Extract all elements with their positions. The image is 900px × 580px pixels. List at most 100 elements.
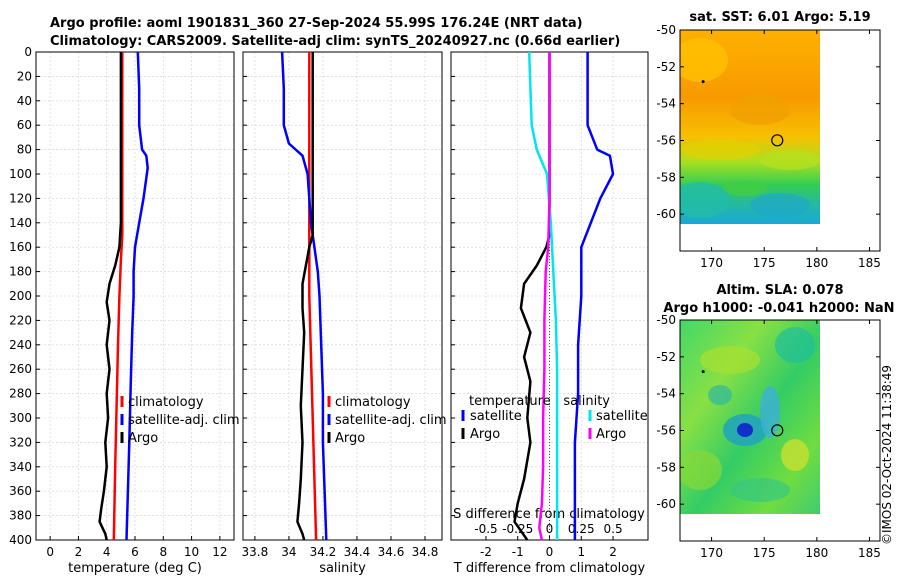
sst-map: sat. SST: 6.01 Argo: 5.19 170 175 180 185 -5… xyxy=(656,10,881,270)
sla-heatmap xyxy=(680,320,820,514)
sla-map-subtitle: Argo h1000: -0.041 h2000: NaN xyxy=(663,301,894,316)
sst-argo-marker xyxy=(771,134,784,147)
difference-xtick-label: 2 xyxy=(609,545,617,559)
temperature-series-climatology xyxy=(112,52,124,541)
sla-map-title: Altim. SLA: 0.078 xyxy=(717,283,844,298)
temperature-legend-label: climatology xyxy=(128,395,204,410)
salinity-xtick-label: 34.4 xyxy=(344,545,371,559)
temperature-legend-label: satellite-adj. clim xyxy=(128,413,240,428)
figure-title-line1: Argo profile: aoml 1901831_360 27-Sep-20… xyxy=(50,16,583,31)
difference-legend-left-label: satellite xyxy=(470,409,522,424)
salinity-series-satellite-adj-clim xyxy=(280,51,328,541)
salinity-xtick-label: 34.2 xyxy=(310,545,337,559)
temperature-panel: 0 2 4 6 8 10 120204060801001201401601802002202… xyxy=(9,45,240,576)
sla-xtick-label: 180 xyxy=(805,546,828,560)
sla-ytick-label: -58 xyxy=(656,460,676,474)
sst-xtick-label: 170 xyxy=(700,256,723,270)
temperature-ytick-label: 380 xyxy=(9,509,32,523)
temperature-ytick-label: 300 xyxy=(9,411,32,425)
temperature-ytick-label: 280 xyxy=(9,387,32,401)
difference-s-tick-label: -0.5 xyxy=(474,522,497,536)
difference-s-tick-label: 0 xyxy=(546,522,554,536)
temperature-xtick-label: 4 xyxy=(103,545,111,559)
salinity-legend-label: climatology xyxy=(335,395,411,410)
difference-legend-right-label: satellite xyxy=(596,409,648,424)
sst-ytick-label: -58 xyxy=(656,170,676,184)
sla-xtick-label: 175 xyxy=(753,546,776,560)
difference-xtick-label: 1 xyxy=(577,545,585,559)
temperature-xtick-label: 6 xyxy=(131,545,139,559)
temperature-ytick-label: 120 xyxy=(9,191,32,205)
temperature-ytick-label: 400 xyxy=(9,533,32,547)
difference-xtick-label: -1 xyxy=(512,545,524,559)
sla-small-marker xyxy=(701,370,705,374)
salinity-xtick-label: 34.8 xyxy=(412,545,439,559)
sst-small-marker xyxy=(701,80,705,84)
sst-map-title: sat. SST: 6.01 Argo: 5.19 xyxy=(689,10,870,25)
temperature-xtick-label: 0 xyxy=(46,545,54,559)
salinity-legend-label: Argo xyxy=(335,431,365,446)
salinity-legend-label: satellite-adj. clim xyxy=(335,413,447,428)
sla-xtick-label: 185 xyxy=(858,546,881,560)
difference-series-t-satellite xyxy=(573,52,615,540)
difference-xlabel: T difference from climatology xyxy=(453,561,646,576)
difference-s-tick-label: 0.5 xyxy=(604,522,623,536)
salinity-series-climatology xyxy=(308,52,318,541)
sst-ytick-label: -56 xyxy=(656,134,676,148)
difference-legend-title-temperature: temperature xyxy=(469,394,551,409)
temperature-ytick-label: 220 xyxy=(9,313,32,327)
imos-watermark: ©IMOS 02-Oct-2024 11:38:49 xyxy=(880,365,894,545)
difference-s-xlabel: S difference from climatology xyxy=(453,507,645,522)
temperature-ytick-label: 240 xyxy=(9,338,32,352)
difference-s-tick-label: -0.25 xyxy=(502,522,533,536)
sst-xtick-label: 175 xyxy=(753,256,776,270)
temperature-ytick-label: 160 xyxy=(9,240,32,254)
temperature-xtick-label: 2 xyxy=(75,545,83,559)
temperature-ytick-label: 20 xyxy=(17,69,32,83)
figure-title-line2: Climatology: CARS2009. Satellite-adj cli… xyxy=(50,34,620,49)
sla-ytick-label: -54 xyxy=(656,387,676,401)
temperature-xtick-label: 8 xyxy=(159,545,167,559)
temperature-series-argo xyxy=(98,52,123,541)
temperature-xtick-label: 12 xyxy=(212,545,227,559)
difference-s-tick-label: 0.25 xyxy=(568,522,595,536)
salinity-xtick-label: 34.6 xyxy=(378,545,405,559)
difference-series-s-satellite xyxy=(527,51,559,540)
sst-ytick-label: -54 xyxy=(656,97,676,111)
temperature-legend-label: Argo xyxy=(128,431,158,446)
temperature-ytick-label: 100 xyxy=(9,167,32,181)
salinity-xtick-label: 33.8 xyxy=(242,545,269,559)
temperature-ytick-label: 320 xyxy=(9,435,32,449)
temperature-ytick-label: 80 xyxy=(17,143,32,157)
salinity-panel: 33.8 34 34.2 34.4 34.6 34.8 salinity climatolog… xyxy=(242,51,447,576)
temperature-ytick-label: 40 xyxy=(17,94,32,108)
difference-legend-title-salinity: salinity xyxy=(563,394,610,409)
sla-xtick-label: 170 xyxy=(700,546,723,560)
sla-ytick-label: -60 xyxy=(656,497,676,511)
temperature-ytick-label: 360 xyxy=(9,484,32,498)
temperature-ytick-label: 340 xyxy=(9,460,32,474)
temperature-ytick-label: 200 xyxy=(9,289,32,303)
sst-xtick-label: 180 xyxy=(805,256,828,270)
temperature-ytick-label: 260 xyxy=(9,362,32,376)
difference-series-s-argo xyxy=(538,52,551,541)
temperature-xlabel: temperature (deg C) xyxy=(68,561,202,576)
salinity-series-argo xyxy=(296,52,314,541)
temperature-series-satellite-adj-clim xyxy=(125,51,149,541)
sst-heatmap xyxy=(680,30,820,224)
difference-xtick-label: -2 xyxy=(480,545,492,559)
temperature-ytick-label: 60 xyxy=(17,118,32,132)
temperature-ytick-label: 0 xyxy=(24,45,32,59)
sst-axes: 170 175 180 185 -50 -52 -54 -56 -58 -60 xyxy=(656,23,881,270)
sla-ytick-label: -52 xyxy=(656,350,676,364)
temperature-ytick-label: 180 xyxy=(9,265,32,279)
sla-ytick-label: -50 xyxy=(656,313,676,327)
sla-axes: 170 175 180 185 -50 -52 -54 -56 -58 -60 xyxy=(656,313,881,560)
difference-legend-right-label: Argo xyxy=(596,427,626,442)
sst-ytick-label: -52 xyxy=(656,60,676,74)
temperature-ytick-label: 140 xyxy=(9,216,32,230)
sla-ytick-label: -56 xyxy=(656,424,676,438)
temperature-xtick-label: 10 xyxy=(184,545,199,559)
sst-xtick-label: 185 xyxy=(858,256,881,270)
